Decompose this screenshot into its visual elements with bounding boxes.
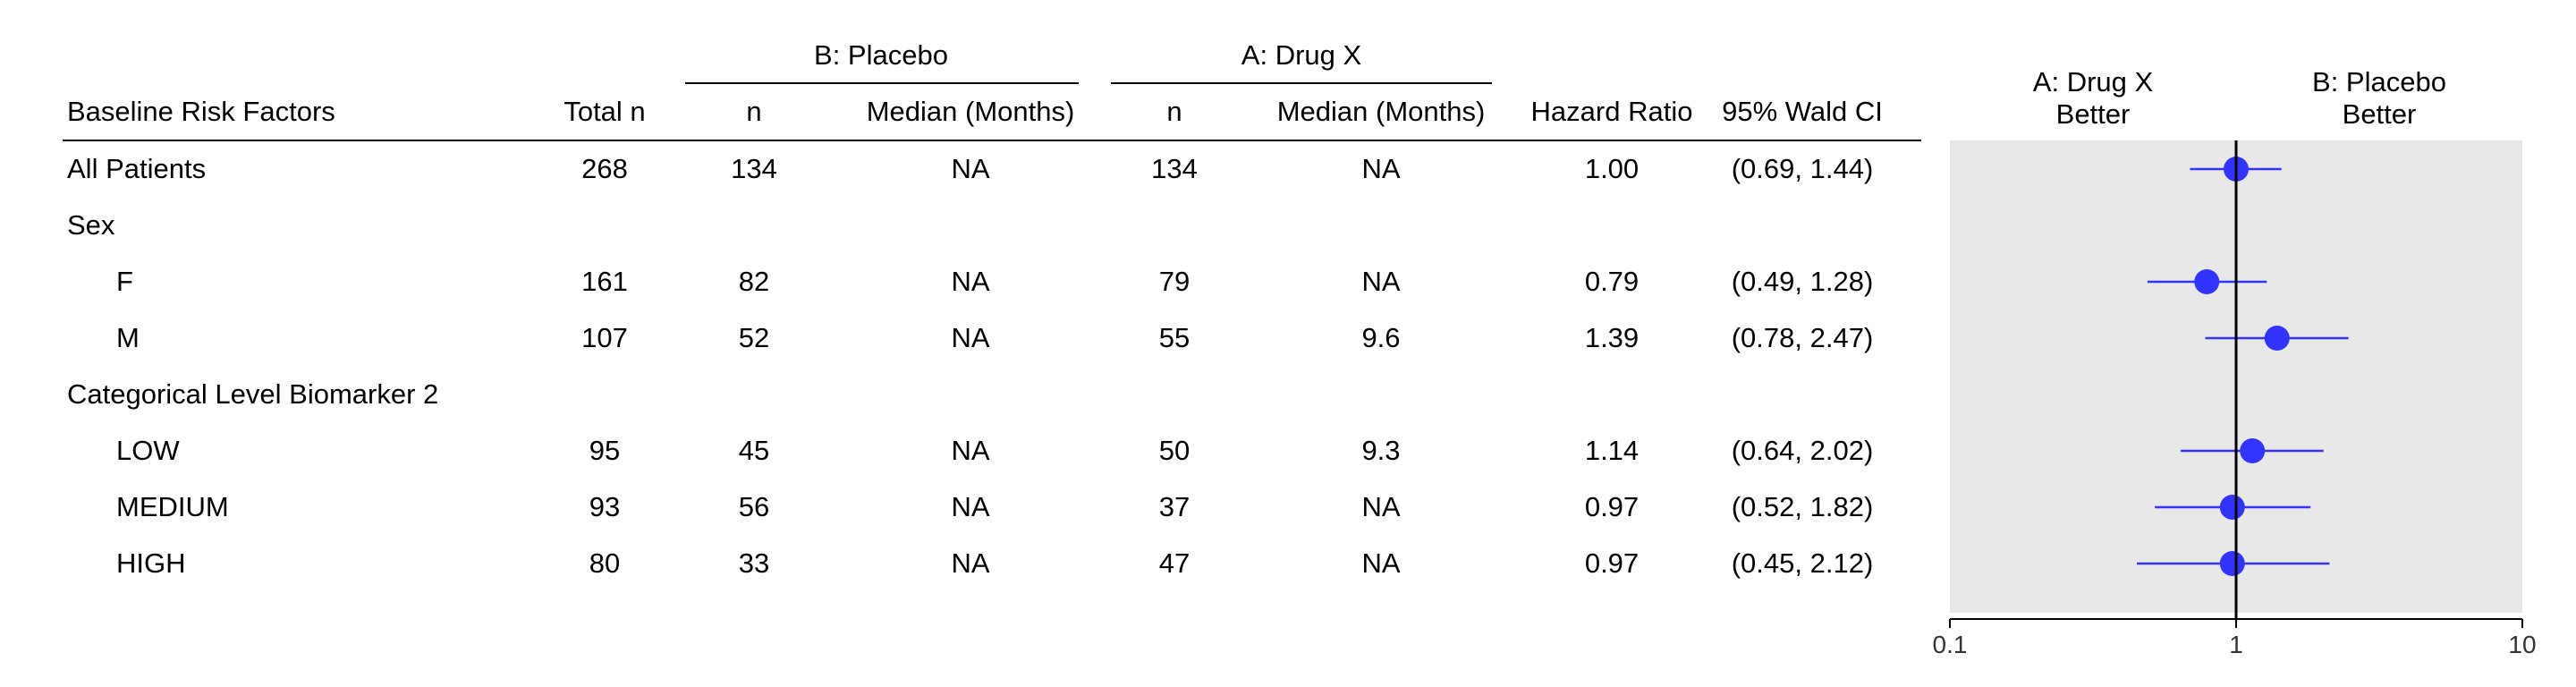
cell-total-n: 107 bbox=[581, 322, 628, 353]
cell-ci: (0.64, 2.02) bbox=[1731, 435, 1874, 466]
cell-drug-n: 134 bbox=[1151, 153, 1198, 184]
cell-drug-n: 79 bbox=[1158, 266, 1191, 297]
cell-drug-n: 37 bbox=[1158, 491, 1191, 522]
col-header-total-n: Total n bbox=[564, 96, 646, 127]
row-label: MEDIUM bbox=[116, 491, 229, 522]
cell-placebo-median: NA bbox=[951, 322, 990, 353]
cell-total-n: 268 bbox=[581, 153, 628, 184]
cell-hazard-ratio: 0.97 bbox=[1584, 491, 1640, 522]
group-header-placebo: B: Placebo bbox=[814, 39, 948, 71]
group-underline-placebo bbox=[685, 82, 1079, 84]
cell-hazard-ratio: 1.00 bbox=[1584, 153, 1640, 184]
hazard-ratio-point bbox=[2264, 326, 2290, 351]
x-tick-label: 1 bbox=[2229, 631, 2243, 658]
cell-ci: (0.69, 1.44) bbox=[1731, 153, 1874, 184]
header-rule bbox=[63, 140, 1921, 141]
cell-drug-n: 50 bbox=[1158, 435, 1191, 466]
x-tick-label: 0.1 bbox=[1933, 631, 1968, 658]
col-header-drug-n: n bbox=[1166, 96, 1182, 127]
cell-drug-median: NA bbox=[1361, 266, 1401, 297]
row-label: M bbox=[116, 322, 140, 353]
cell-total-n: 93 bbox=[589, 491, 621, 522]
cell-placebo-median: NA bbox=[951, 547, 990, 579]
cell-placebo-n: 82 bbox=[738, 266, 770, 297]
cell-placebo-median: NA bbox=[951, 491, 990, 522]
right-direction-label-line2: Better bbox=[2343, 98, 2417, 130]
cell-hazard-ratio: 1.14 bbox=[1584, 435, 1640, 466]
group-underline-drug bbox=[1111, 82, 1492, 84]
cell-placebo-n: 56 bbox=[738, 491, 770, 522]
hazard-ratio-point bbox=[2219, 495, 2245, 520]
cell-placebo-median: NA bbox=[951, 153, 990, 184]
col-header-factors: Baseline Risk Factors bbox=[67, 96, 335, 127]
row-label: HIGH bbox=[116, 547, 186, 579]
cell-drug-median: 9.6 bbox=[1361, 322, 1401, 353]
cell-placebo-n: 52 bbox=[738, 322, 770, 353]
cell-hazard-ratio: 1.39 bbox=[1584, 322, 1640, 353]
cell-hazard-ratio: 0.79 bbox=[1584, 266, 1640, 297]
cell-placebo-median: NA bbox=[951, 266, 990, 297]
left-direction-label-line2: Better bbox=[2056, 98, 2131, 130]
col-header-hazard-ratio: Hazard Ratio bbox=[1530, 96, 1693, 127]
col-header-ci: 95% Wald CI bbox=[1722, 96, 1883, 127]
row-label: All Patients bbox=[67, 153, 207, 184]
col-header-placebo-n: n bbox=[746, 96, 762, 127]
col-header-drug-median: Median (Months) bbox=[1276, 96, 1486, 127]
cell-total-n: 161 bbox=[581, 266, 628, 297]
cell-drug-median: 9.3 bbox=[1361, 435, 1401, 466]
cell-placebo-median: NA bbox=[951, 435, 990, 466]
row-label: LOW bbox=[116, 435, 180, 466]
cell-ci: (0.45, 2.12) bbox=[1731, 547, 1874, 579]
cell-ci: (0.78, 2.47) bbox=[1731, 322, 1874, 353]
cell-drug-n: 47 bbox=[1158, 547, 1191, 579]
forest-plot: A: Drug X Better B: Placebo Better 0.1 1 1… bbox=[1933, 66, 2537, 658]
cell-drug-median: NA bbox=[1361, 547, 1401, 579]
cell-drug-median: NA bbox=[1361, 153, 1401, 184]
cell-ci: (0.52, 1.82) bbox=[1731, 491, 1874, 522]
hazard-ratio-point bbox=[2219, 551, 2245, 576]
cell-total-n: 95 bbox=[589, 435, 621, 466]
row-label: Sex bbox=[67, 209, 115, 241]
cell-hazard-ratio: 0.97 bbox=[1584, 547, 1640, 579]
col-header-placebo-median: Median (Months) bbox=[866, 96, 1075, 127]
row-label: F bbox=[116, 266, 133, 297]
cell-placebo-n: 134 bbox=[731, 153, 777, 184]
cell-ci: (0.49, 1.28) bbox=[1731, 266, 1874, 297]
cell-drug-median: NA bbox=[1361, 491, 1401, 522]
left-direction-label-line1: A: Drug X bbox=[2033, 66, 2154, 98]
right-direction-label-line1: B: Placebo bbox=[2312, 66, 2446, 98]
hazard-ratio-point bbox=[2194, 269, 2220, 294]
group-header-drug: A: Drug X bbox=[1241, 39, 1362, 71]
row-label: Categorical Level Biomarker 2 bbox=[67, 378, 439, 410]
cell-placebo-n: 45 bbox=[738, 435, 770, 466]
cell-drug-n: 55 bbox=[1158, 322, 1191, 353]
cell-placebo-n: 33 bbox=[738, 547, 770, 579]
cell-total-n: 80 bbox=[589, 547, 621, 579]
x-tick-label: 10 bbox=[2508, 631, 2536, 658]
hazard-ratio-point bbox=[2240, 438, 2266, 463]
